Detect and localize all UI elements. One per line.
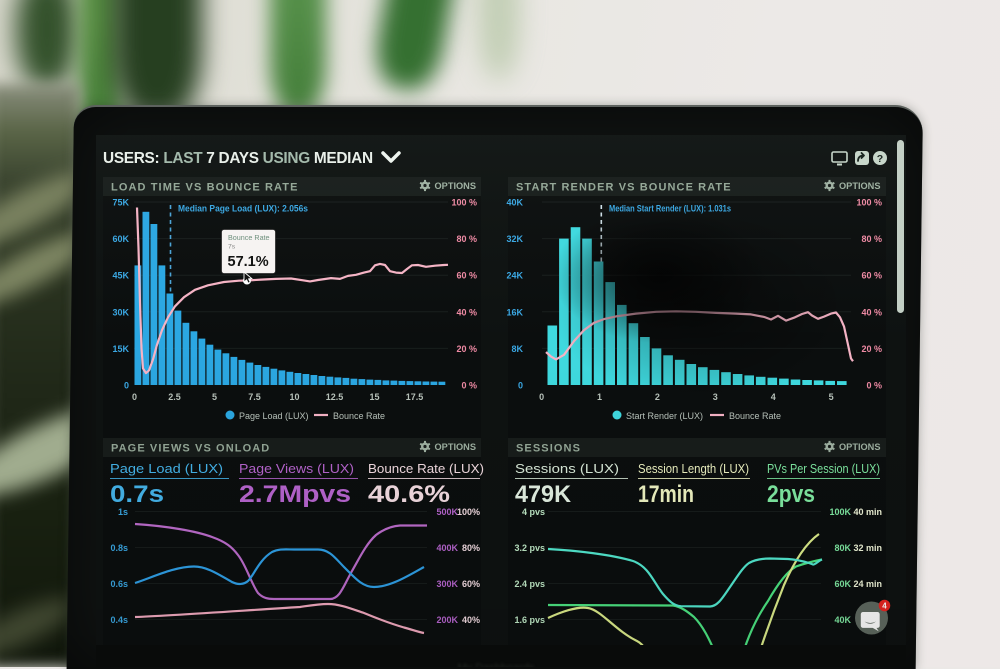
svg-text:500K: 500K xyxy=(436,507,458,517)
svg-text:200K: 200K xyxy=(436,615,458,625)
svg-text:40 %: 40 % xyxy=(456,307,477,317)
svg-text:2.5: 2.5 xyxy=(168,392,181,402)
svg-text:Median Page Load (LUX): 2.056s: Median Page Load (LUX): 2.056s xyxy=(178,204,308,214)
svg-text:40 min: 40 min xyxy=(853,507,882,517)
svg-text:Page Load (LUX): Page Load (LUX) xyxy=(239,411,309,421)
svg-text:24 min: 24 min xyxy=(853,579,882,589)
svg-text:100 %: 100 % xyxy=(856,198,882,208)
svg-text:Session Length (LUX): Session Length (LUX) xyxy=(638,461,749,476)
svg-text:16K: 16K xyxy=(506,307,523,317)
svg-text:Bounce Rate: Bounce Rate xyxy=(729,411,781,421)
svg-text:32 min: 32 min xyxy=(853,543,882,553)
svg-text:Bounce Rate: Bounce Rate xyxy=(228,233,270,242)
svg-text:OPTIONS: OPTIONS xyxy=(839,181,881,191)
svg-text:Bounce Rate: Bounce Rate xyxy=(333,411,385,421)
svg-text:0 %: 0 % xyxy=(866,381,882,391)
svg-text:24K: 24K xyxy=(506,271,523,281)
svg-text:4 pvs: 4 pvs xyxy=(522,507,545,517)
svg-text:60 %: 60 % xyxy=(861,271,882,281)
svg-text:LOAD TIME VS BOUNCE RATE: LOAD TIME VS BOUNCE RATE xyxy=(111,182,299,194)
svg-text:5: 5 xyxy=(212,392,217,402)
svg-text:3.2 pvs: 3.2 pvs xyxy=(514,543,545,553)
svg-text:10: 10 xyxy=(289,392,299,402)
svg-text:Median Start Render (LUX): 1.0: Median Start Render (LUX): 1.031s xyxy=(609,204,731,214)
svg-text:12.5: 12.5 xyxy=(326,392,344,402)
svg-text:17min: 17min xyxy=(638,481,694,508)
svg-text:PVs Per Session (LUX): PVs Per Session (LUX) xyxy=(767,461,880,476)
svg-text:80 %: 80 % xyxy=(861,234,882,244)
svg-text:80 %: 80 % xyxy=(456,234,477,244)
svg-text:7s: 7s xyxy=(228,244,236,251)
svg-text:60 %: 60 % xyxy=(456,271,477,281)
svg-text:OPTIONS: OPTIONS xyxy=(435,181,477,191)
svg-text:0.8s: 0.8s xyxy=(110,543,128,553)
svg-text:Page Views (LUX): Page Views (LUX) xyxy=(239,461,354,476)
svg-text:Start Render (LUX): Start Render (LUX) xyxy=(626,411,703,421)
svg-text:START RENDER VS BOUNCE RATE: START RENDER VS BOUNCE RATE xyxy=(516,182,732,194)
svg-text:0: 0 xyxy=(539,392,544,402)
svg-text:4: 4 xyxy=(882,602,887,611)
svg-text:40 %: 40 % xyxy=(861,307,882,317)
svg-text:0 %: 0 % xyxy=(461,381,477,391)
svg-text:?: ? xyxy=(877,153,883,165)
svg-text:100 %: 100 % xyxy=(451,198,477,208)
svg-text:40.6%: 40.6% xyxy=(368,481,450,508)
svg-text:75K: 75K xyxy=(112,198,129,208)
svg-text:2pvs: 2pvs xyxy=(767,481,815,508)
svg-text:60K: 60K xyxy=(834,579,851,589)
svg-text:45K: 45K xyxy=(112,271,129,281)
svg-text:0.4s: 0.4s xyxy=(110,615,128,625)
svg-text:1s: 1s xyxy=(118,507,128,517)
svg-text:30K: 30K xyxy=(112,307,129,317)
svg-text:Page Load (LUX): Page Load (LUX) xyxy=(110,461,223,476)
svg-text:7.5: 7.5 xyxy=(248,392,261,402)
svg-text:20 %: 20 % xyxy=(456,344,477,354)
svg-text:2: 2 xyxy=(655,392,660,402)
svg-text:479K: 479K xyxy=(515,481,571,508)
svg-text:8K: 8K xyxy=(511,344,523,354)
svg-text:PAGE VIEWS VS ONLOAD: PAGE VIEWS VS ONLOAD xyxy=(111,443,270,455)
svg-text:0.6s: 0.6s xyxy=(110,579,128,589)
svg-text:20 %: 20 % xyxy=(861,344,882,354)
svg-text:300K: 300K xyxy=(436,579,458,589)
svg-text:Sessions (LUX): Sessions (LUX) xyxy=(515,461,619,476)
svg-text:40K: 40K xyxy=(834,615,851,625)
svg-text:400K: 400K xyxy=(436,543,458,553)
svg-text:40%: 40% xyxy=(462,615,480,625)
svg-text:4: 4 xyxy=(771,392,776,402)
svg-text:3: 3 xyxy=(713,392,718,402)
svg-text:100K: 100K xyxy=(829,507,851,517)
svg-text:100%: 100% xyxy=(457,507,480,517)
svg-text:OPTIONS: OPTIONS xyxy=(435,442,477,452)
svg-text:32K: 32K xyxy=(506,234,523,244)
svg-text:60%: 60% xyxy=(462,579,480,589)
svg-text:USERS: LAST 7 DAYS USING MEDIA: USERS: LAST 7 DAYS USING MEDIAN xyxy=(103,150,373,167)
svg-text:80K: 80K xyxy=(834,543,851,553)
svg-text:40K: 40K xyxy=(506,198,523,208)
svg-text:0: 0 xyxy=(132,392,137,402)
svg-text:2.7Mpvs: 2.7Mpvs xyxy=(239,481,351,508)
svg-text:1: 1 xyxy=(597,392,602,402)
svg-text:2.4 pvs: 2.4 pvs xyxy=(514,579,545,589)
svg-text:Bounce Rate (LUX): Bounce Rate (LUX) xyxy=(368,461,484,476)
svg-text:15: 15 xyxy=(369,392,379,402)
svg-text:57.1%: 57.1% xyxy=(228,254,269,270)
svg-text:17.5: 17.5 xyxy=(406,392,424,402)
svg-text:1.6 pvs: 1.6 pvs xyxy=(514,615,545,625)
svg-text:0.7s: 0.7s xyxy=(110,481,164,508)
svg-text:0: 0 xyxy=(518,381,523,391)
svg-text:0: 0 xyxy=(124,381,129,391)
svg-text:5: 5 xyxy=(829,392,834,402)
svg-text:OPTIONS: OPTIONS xyxy=(839,442,881,452)
svg-text:SESSIONS: SESSIONS xyxy=(516,443,581,455)
svg-text:80%: 80% xyxy=(462,543,480,553)
svg-text:60K: 60K xyxy=(112,234,129,244)
svg-text:15K: 15K xyxy=(112,344,129,354)
